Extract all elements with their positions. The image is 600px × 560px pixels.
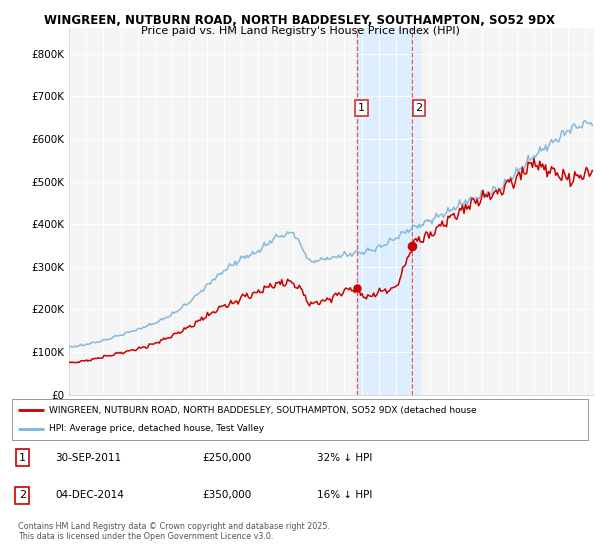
Text: 04-DEC-2014: 04-DEC-2014 [55, 491, 124, 500]
Text: Contains HM Land Registry data © Crown copyright and database right 2025.
This d: Contains HM Land Registry data © Crown c… [18, 522, 330, 542]
Text: 30-SEP-2011: 30-SEP-2011 [55, 452, 121, 463]
Text: 1: 1 [19, 452, 26, 463]
Text: 2: 2 [19, 491, 26, 500]
Bar [358, 28, 421, 395]
Text: 16% ↓ HPI: 16% ↓ HPI [317, 491, 373, 500]
Text: 32% ↓ HPI: 32% ↓ HPI [317, 452, 373, 463]
Point [407, 241, 416, 250]
Text: WINGREEN, NUTBURN ROAD, NORTH BADDESLEY, SOUTHAMPTON, SO52 9DX (detached house: WINGREEN, NUTBURN ROAD, NORTH BADDESLEY,… [49, 405, 477, 414]
Point [353, 284, 362, 293]
Text: WINGREEN, NUTBURN ROAD, NORTH BADDESLEY, SOUTHAMPTON, SO52 9DX: WINGREEN, NUTBURN ROAD, NORTH BADDESLEY,… [44, 14, 556, 27]
Text: £250,000: £250,000 [202, 452, 251, 463]
Text: Price paid vs. HM Land Registry's House Price Index (HPI): Price paid vs. HM Land Registry's House … [140, 26, 460, 36]
Text: 2: 2 [415, 103, 422, 113]
Text: 1: 1 [358, 103, 365, 113]
Text: £350,000: £350,000 [202, 491, 251, 500]
Text: HPI: Average price, detached house, Test Valley: HPI: Average price, detached house, Test… [49, 424, 265, 433]
